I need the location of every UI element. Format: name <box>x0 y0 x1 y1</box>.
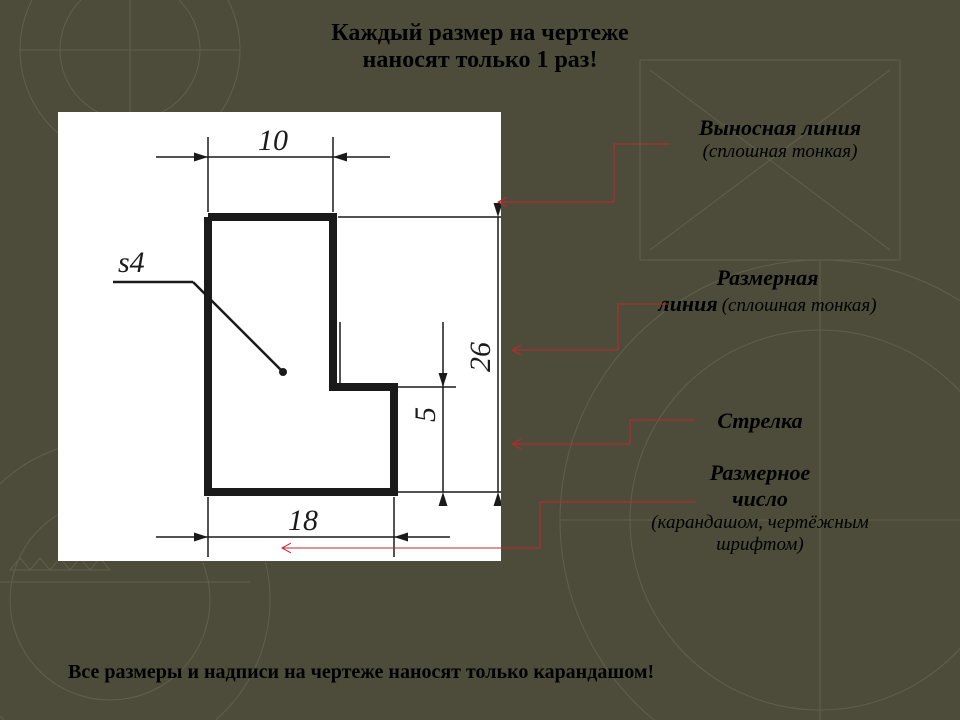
footer-note: Все размеры и надписи на чертеже наносят… <box>68 661 654 684</box>
callout-lines <box>0 0 960 720</box>
slide: { "title": { "line1": "Каждый размер на … <box>0 0 960 720</box>
